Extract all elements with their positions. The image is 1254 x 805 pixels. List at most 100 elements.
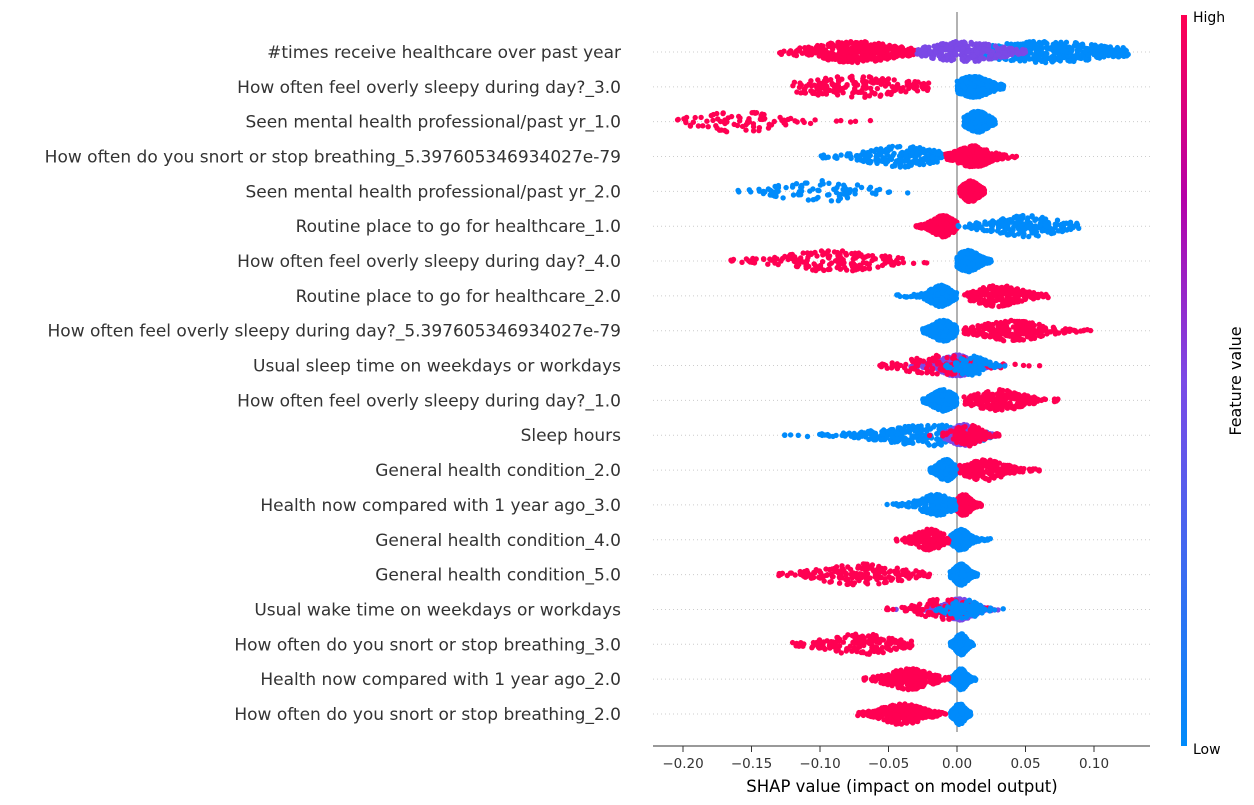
shap-point bbox=[808, 83, 815, 89]
shap-point bbox=[827, 87, 833, 94]
shap-point bbox=[969, 224, 976, 230]
shap-point bbox=[728, 113, 735, 120]
shap-point bbox=[885, 44, 892, 51]
shap-point bbox=[1033, 224, 1039, 231]
shap-point bbox=[984, 227, 990, 234]
shap-point bbox=[815, 83, 822, 89]
shap-point bbox=[973, 41, 980, 47]
shap-point bbox=[846, 54, 852, 61]
shap-point bbox=[968, 39, 974, 46]
shap-point bbox=[790, 192, 797, 198]
shap-point bbox=[1109, 48, 1115, 54]
shap-point bbox=[854, 53, 860, 60]
shap-point bbox=[927, 222, 933, 228]
shap-point bbox=[774, 185, 781, 191]
shap-point bbox=[768, 257, 774, 263]
shap-point bbox=[729, 258, 736, 264]
shap-point bbox=[805, 197, 812, 203]
shap-point bbox=[908, 146, 915, 152]
shap-point bbox=[917, 50, 923, 56]
shap-point bbox=[1043, 53, 1049, 59]
shap-point bbox=[959, 56, 965, 62]
shap-point bbox=[774, 256, 780, 262]
shap-point bbox=[841, 260, 847, 266]
shap-point bbox=[989, 222, 995, 228]
shap-point bbox=[925, 80, 932, 86]
shap-point bbox=[803, 265, 809, 271]
shap-point bbox=[783, 122, 789, 128]
shap-point bbox=[760, 190, 767, 197]
shap-point bbox=[687, 123, 694, 129]
shap-point bbox=[810, 48, 816, 54]
shap-point bbox=[836, 254, 842, 260]
shap-point bbox=[851, 44, 857, 50]
shap-point bbox=[1052, 47, 1058, 53]
shap-point bbox=[844, 193, 850, 200]
shap-point bbox=[723, 129, 730, 135]
shap-point bbox=[950, 56, 957, 63]
shap-point bbox=[826, 261, 833, 268]
shap-point bbox=[1056, 54, 1063, 60]
shap-point bbox=[713, 123, 719, 129]
shap-point bbox=[1063, 48, 1069, 55]
shap-point bbox=[832, 56, 839, 62]
shap-point bbox=[995, 52, 1002, 58]
shap-point bbox=[959, 82, 966, 89]
shap-point bbox=[787, 252, 794, 258]
shap-point bbox=[714, 110, 720, 117]
shap-point bbox=[903, 89, 909, 95]
shap-point bbox=[892, 49, 898, 55]
shap-point bbox=[800, 259, 807, 265]
shap-point bbox=[970, 114, 976, 121]
shap-point bbox=[880, 41, 886, 47]
shap-point bbox=[965, 117, 971, 123]
shap-point bbox=[843, 250, 849, 257]
shap-point bbox=[940, 41, 946, 47]
shap-point bbox=[889, 163, 896, 169]
shap-point bbox=[1067, 50, 1074, 56]
shap-point bbox=[813, 44, 820, 50]
shap-point bbox=[974, 129, 980, 135]
shap-point bbox=[1078, 52, 1085, 58]
shap-point bbox=[928, 298, 935, 304]
shap-point bbox=[799, 50, 805, 56]
shap-point bbox=[1020, 233, 1026, 240]
shap-point bbox=[853, 153, 860, 159]
shap-point bbox=[750, 255, 756, 262]
shap-point bbox=[866, 186, 872, 192]
shap-point bbox=[840, 48, 846, 54]
shap-point bbox=[1063, 39, 1070, 45]
shap-point bbox=[1007, 230, 1013, 237]
shap-point bbox=[944, 293, 950, 299]
shap-point bbox=[919, 158, 926, 164]
shap-point bbox=[834, 184, 840, 191]
shap-point bbox=[783, 184, 789, 191]
shap-point bbox=[999, 45, 1005, 51]
shap-point bbox=[734, 122, 741, 129]
shap-point bbox=[978, 90, 984, 97]
shap-point bbox=[1120, 51, 1126, 57]
shap-point bbox=[854, 49, 861, 55]
shap-point bbox=[945, 285, 951, 291]
shap-point bbox=[849, 94, 855, 100]
shap-point bbox=[793, 52, 800, 59]
shap-point bbox=[897, 143, 903, 150]
shap-point bbox=[1059, 41, 1066, 48]
shap-point bbox=[970, 162, 976, 169]
shap-point bbox=[1059, 228, 1066, 235]
shap-point bbox=[810, 267, 816, 273]
shap-point bbox=[708, 112, 714, 119]
shap-point bbox=[1014, 50, 1021, 56]
shap-point bbox=[1026, 233, 1032, 240]
shap-point bbox=[870, 256, 877, 262]
shap-point bbox=[981, 41, 987, 47]
shap-point bbox=[797, 80, 803, 86]
shap-point bbox=[865, 159, 871, 166]
shap-point bbox=[722, 120, 728, 127]
shap-point bbox=[904, 52, 910, 59]
shap-point bbox=[834, 92, 841, 98]
shap-point bbox=[802, 180, 808, 186]
shap-point bbox=[943, 220, 950, 227]
shap-point bbox=[944, 156, 950, 162]
shap-point bbox=[832, 154, 838, 160]
